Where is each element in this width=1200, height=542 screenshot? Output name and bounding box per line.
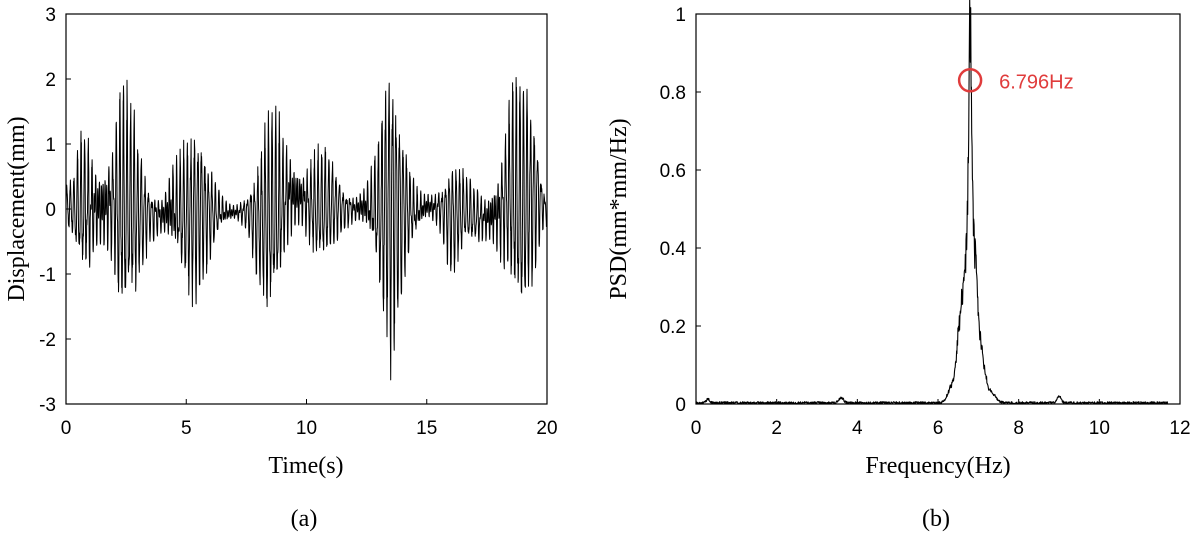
panel-a-time-series: 0 5 10 15 20 -3 -2 -1 0 1 2 3 Time(s) Displacement… [4,5,558,532]
panel-b-y-tick-label: 0.2 [660,317,686,338]
panel-b-y-ticks: 0 0.2 0.4 0.6 0.8 1 [660,5,701,416]
peak-frequency-label: 6.796Hz [999,71,1074,93]
panel-b-axes-frame [695,13,1181,405]
panel-a-y-tick-label: -1 [39,265,56,286]
panel-a-x-tick-label: 0 [61,418,72,439]
panel-a-y-tick-label: -3 [39,395,56,416]
panel-b-x-ticks: 0 2 4 6 8 10 12 [691,399,1191,439]
panel-b-psd: 0 2 4 6 8 10 12 0 0.2 0.4 0.6 0.8 1 6.796Hz Frequen… [606,0,1191,532]
panel-a-y-tick-label: -2 [39,330,56,351]
panel-b-x-tick-label: 2 [771,418,782,439]
panel-b-y-tick-label: 0 [675,395,686,416]
panel-a-y-tick-label: 2 [45,70,56,91]
panel-a-x-tick-label: 20 [536,418,557,439]
panel-b-caption: (b) [922,506,950,532]
psd-trace [695,0,1169,405]
panel-b-x-tick-label: 12 [1169,418,1190,439]
panel-b-x-tick-label: 0 [691,418,702,439]
panel-b-y-axis-label: PSD(mm*mm/Hz) [606,118,632,299]
panel-b-y-tick-label: 0.8 [660,83,686,104]
panel-b-x-tick-label: 8 [1013,418,1024,439]
panel-b-y-tick-label: 0.4 [660,239,687,260]
panel-a-x-tick-label: 5 [181,418,192,439]
panel-b-x-tick-label: 10 [1089,418,1110,439]
panel-a-x-ticks: 0 5 10 15 20 [61,399,558,439]
panel-a-x-tick-label: 15 [416,418,437,439]
panel-a-y-tick-label: 0 [45,200,56,221]
panel-b-y-tick-label: 0.6 [660,161,686,182]
panel-a-x-axis-label: Time(s) [268,453,343,479]
panel-a-caption: (a) [291,506,318,532]
panel-a-y-tick-label: 3 [45,5,56,26]
peak-marker-circle [957,68,983,93]
panel-b-x-tick-label: 6 [933,418,944,439]
panel-a-y-ticks: -3 -2 -1 0 1 2 3 [39,5,71,416]
panel-a-x-tick-label: 10 [296,418,317,439]
panel-a-y-axis-label: Displacement(mm) [4,116,30,301]
panel-a-y-tick-label: 1 [45,135,56,156]
panel-b-y-tick-label: 1 [675,5,686,26]
displacement-trace [65,77,548,381]
panel-b-x-tick-label: 4 [852,418,863,439]
panel-b-x-axis-label: Frequency(Hz) [865,453,1010,479]
